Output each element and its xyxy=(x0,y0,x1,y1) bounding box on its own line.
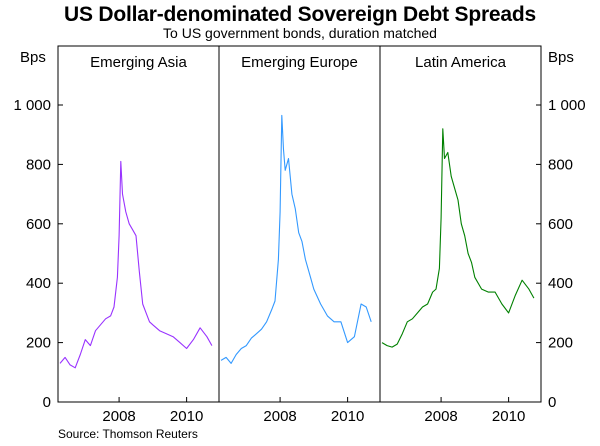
y-tick-label-left: 0 xyxy=(43,394,51,411)
chart-subtitle: To US government bonds, duration matched xyxy=(163,25,437,41)
series-line-emerging-asia xyxy=(59,160,213,369)
x-tick-label: 2010 xyxy=(492,408,525,425)
chart-title: US Dollar-denominated Sovereign Debt Spr… xyxy=(64,3,536,26)
y-tick-label-right: 400 xyxy=(548,275,573,292)
y-unit-left: Bps xyxy=(20,49,46,66)
x-tick-label: 2008 xyxy=(424,408,457,425)
y-tick-label-right: 600 xyxy=(548,216,573,233)
panel-label: Emerging Asia xyxy=(90,54,187,71)
panel-label: Emerging Europe xyxy=(241,54,358,71)
y-tick-label-left: 200 xyxy=(26,335,51,352)
source-note: Source: Thomson Reuters xyxy=(58,427,198,441)
y-tick-label-left: 600 xyxy=(26,216,51,233)
series-line-latin-america xyxy=(381,128,535,348)
y-tick-label-left: 400 xyxy=(26,275,51,292)
y-unit-right: Bps xyxy=(548,49,574,66)
x-tick-label: 2010 xyxy=(170,408,203,425)
x-tick-label: 2008 xyxy=(102,408,135,425)
y-tick-label-right: 1 000 xyxy=(548,97,586,114)
x-tick-label: 2010 xyxy=(331,408,364,425)
plot-frame xyxy=(57,45,542,403)
y-tick-label-right: 200 xyxy=(548,335,573,352)
panel-label: Latin America xyxy=(415,54,507,71)
series-line-emerging-europe xyxy=(220,114,372,364)
y-tick-label-right: 800 xyxy=(548,156,573,173)
y-tick-label-left: 800 xyxy=(26,156,51,173)
y-tick-label-left: 1 000 xyxy=(13,97,51,114)
y-tick-label-right: 0 xyxy=(548,394,556,411)
x-tick-label: 2008 xyxy=(263,408,296,425)
